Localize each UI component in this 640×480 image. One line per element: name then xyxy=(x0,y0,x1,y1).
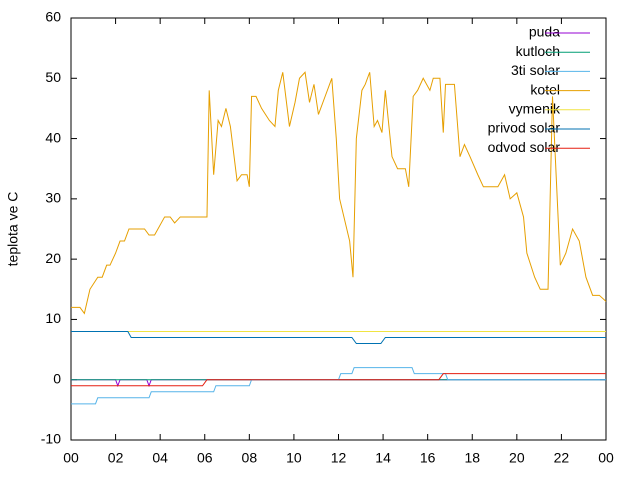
legend-label: odvod solar xyxy=(488,139,561,155)
x-tick-label: 10 xyxy=(286,450,302,466)
plot-border xyxy=(70,17,607,441)
y-tick-label: 60 xyxy=(45,9,61,25)
x-tick-label: 16 xyxy=(420,450,436,466)
y-tick-label: 10 xyxy=(45,310,61,326)
y-tick-label: 50 xyxy=(45,69,61,85)
legend-label: kotel xyxy=(530,81,560,97)
x-tick-label: 00 xyxy=(598,450,614,466)
y-axis-label: teplota ve C xyxy=(5,192,21,267)
series-line xyxy=(71,373,606,387)
legend-label: privod solar xyxy=(488,120,561,136)
x-tick-label: 04 xyxy=(152,450,168,466)
y-tick-label: 40 xyxy=(45,129,61,145)
x-tick-label: 18 xyxy=(464,450,480,466)
series-line xyxy=(71,379,606,388)
y-tick-label: 30 xyxy=(45,190,61,206)
series-line xyxy=(71,330,606,345)
x-tick-label: 14 xyxy=(375,450,391,466)
x-tick-label: 22 xyxy=(554,450,570,466)
x-tick-label: 20 xyxy=(509,450,525,466)
legend-label: puda xyxy=(529,24,560,40)
legend-label: vymenik xyxy=(509,101,561,117)
x-tick-label: 06 xyxy=(197,450,213,466)
x-tick-label: 00 xyxy=(63,450,79,466)
x-tick-label: 02 xyxy=(108,450,124,466)
series-line xyxy=(71,71,607,315)
y-tick-label: -10 xyxy=(41,431,61,447)
legend-label: 3ti solar xyxy=(511,62,560,78)
x-tick-label: 08 xyxy=(242,450,258,466)
y-tick-label: 0 xyxy=(53,370,61,386)
legend-label: kutloch xyxy=(516,43,560,59)
x-tick-label: 12 xyxy=(331,450,347,466)
y-tick-label: 20 xyxy=(45,250,61,266)
